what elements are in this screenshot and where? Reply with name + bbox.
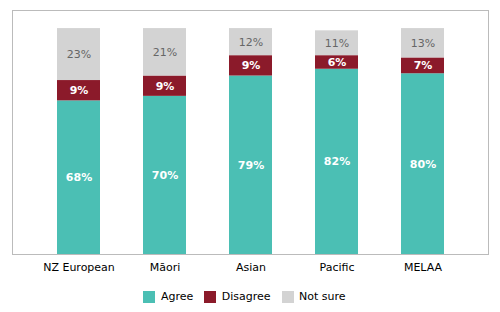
svg-text:70%: 70% xyxy=(152,169,178,182)
svg-text:80%: 80% xyxy=(410,158,436,171)
svg-text:NZ European: NZ European xyxy=(43,261,115,274)
svg-text:82%: 82% xyxy=(324,155,350,168)
svg-text:13%: 13% xyxy=(411,37,435,50)
html-text:Disagree: Disagree xyxy=(221,290,271,303)
svg-text:9%: 9% xyxy=(70,84,89,97)
svg-text:Pacific: Pacific xyxy=(320,261,355,274)
svg-text:79%: 79% xyxy=(238,159,264,172)
svg-text:Māori: Māori xyxy=(150,261,181,274)
svg-text:MELAA: MELAA xyxy=(404,261,443,274)
svg-text:Asian: Asian xyxy=(236,261,266,274)
svg-text:23%: 23% xyxy=(67,48,91,61)
svg-text:11%: 11% xyxy=(325,37,349,50)
html-text:Agree: Agree xyxy=(160,290,194,303)
svg-text:21%: 21% xyxy=(153,46,177,59)
svg-text:12%: 12% xyxy=(239,36,263,49)
svg-text:68%: 68% xyxy=(66,171,92,184)
svg-text:6%: 6% xyxy=(328,56,347,69)
svg-text:7%: 7% xyxy=(414,59,433,72)
html-text:Not sure: Not sure xyxy=(299,290,346,303)
svg-text:9%: 9% xyxy=(156,80,175,93)
svg-text:9%: 9% xyxy=(242,59,261,72)
